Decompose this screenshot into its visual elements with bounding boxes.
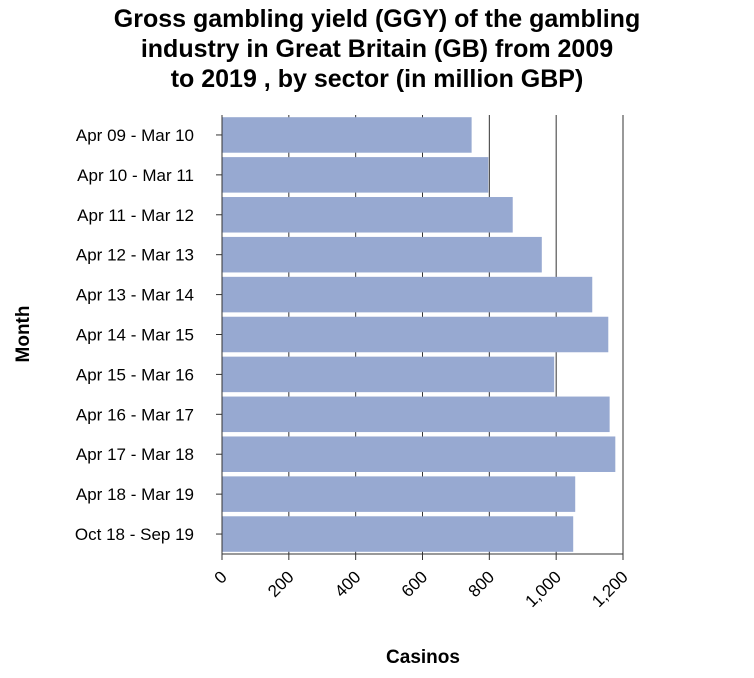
y-tick-label: Apr 12 - Mar 13: [76, 246, 194, 265]
x-tick-label: 400: [331, 567, 364, 600]
bar: [222, 356, 555, 393]
bar: [222, 396, 610, 433]
bar: [222, 476, 576, 512]
bar: [222, 516, 574, 552]
y-tick-label: Apr 09 - Mar 10: [76, 126, 194, 145]
chart-title: Gross gambling yield (GGY) of the gambli…: [113, 5, 641, 93]
y-tick-label: Apr 10 - Mar 11: [77, 166, 194, 185]
x-tick-label: 1,200: [588, 567, 632, 611]
bar: [222, 157, 489, 193]
y-tick-label: Apr 16 - Mar 17: [76, 405, 194, 424]
y-tick-label: Apr 18 - Mar 19: [76, 485, 194, 504]
axes: [216, 115, 624, 560]
y-tick-labels: Apr 09 - Mar 10 Apr 10 - Mar 11 Apr 11 - M…: [75, 126, 194, 544]
y-tick-label: Apr 11 - Mar 12: [77, 206, 194, 225]
x-tick-label: 600: [398, 567, 431, 600]
x-tick-label: 1,000: [521, 567, 565, 611]
bar: [222, 276, 593, 313]
y-tick-label: Oct 18 - Sep 19: [75, 525, 194, 544]
x-tick-label: 800: [465, 567, 498, 600]
x-tick-label: 0: [211, 567, 231, 587]
y-axis-title: Month: [13, 306, 34, 363]
x-axis-title: Casinos: [386, 647, 460, 668]
bar: [222, 197, 513, 233]
bars: [222, 117, 616, 552]
bar: [222, 316, 609, 353]
bar: [222, 117, 472, 153]
y-tick-label: Apr 15 - Mar 16: [76, 365, 194, 384]
y-tick-label: Apr 14 - Mar 15: [76, 326, 194, 345]
y-tick-label: Apr 13 - Mar 14: [76, 286, 194, 305]
bar: [222, 236, 542, 273]
y-tick-label: Apr 17 - Mar 18: [76, 445, 194, 464]
bar: [222, 436, 616, 472]
x-tick-label: 200: [264, 567, 297, 600]
x-tick-labels: 0 200 400 600 800 1,000 1,200: [211, 567, 632, 611]
